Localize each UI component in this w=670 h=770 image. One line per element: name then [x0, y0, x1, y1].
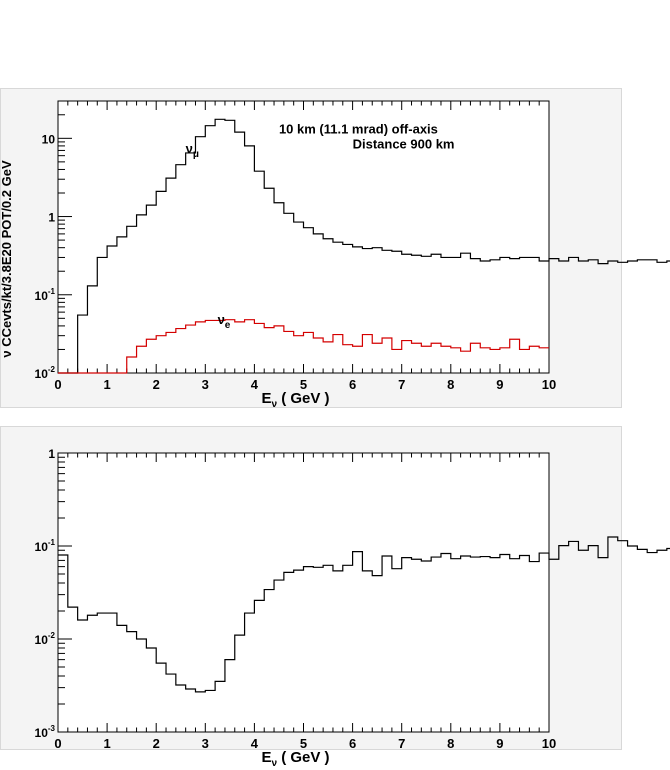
x-tick-label: 5 — [300, 736, 307, 751]
series-label-sub-1: e — [225, 320, 231, 331]
x-axis-title-sub: ν — [271, 758, 277, 769]
x-tick-label: 8 — [447, 377, 454, 392]
x-tick-label: 7 — [398, 377, 405, 392]
y-tick-label: 10-1 — [35, 538, 56, 554]
x-tick-label: 9 — [496, 377, 503, 392]
series-line-0 — [58, 536, 670, 693]
x-tick-label: 4 — [251, 377, 259, 392]
y-tick-label: 1 — [48, 447, 55, 461]
x-axis-title-unit: ( GeV ) — [277, 749, 330, 766]
x-tick-label: 6 — [349, 377, 356, 392]
x-tick-label: 10 — [542, 736, 556, 751]
x-axis-title-sub: ν — [271, 399, 277, 410]
y-tick-exponent: -3 — [48, 724, 56, 733]
x-tick-label: 4 — [251, 736, 259, 751]
x-tick-label: 3 — [202, 377, 209, 392]
y-tick-label: 10 — [42, 132, 56, 146]
plot-frame — [57, 452, 550, 733]
x-tick-label: 2 — [153, 377, 160, 392]
x-tick-label: 0 — [54, 377, 61, 392]
x-tick-label: 7 — [398, 736, 405, 751]
x-tick-label: 2 — [153, 736, 160, 751]
x-tick-label: 6 — [349, 736, 356, 751]
series-line-1 — [58, 319, 549, 374]
y-tick-label: 10-2 — [35, 365, 56, 381]
bottom-chart: 0 1 2 3 4 5 6 7 8 9 10 10-3 10-2 10-1 1 Eν ( GeV ) — [35, 447, 670, 769]
y-tick-label: 10-3 — [35, 724, 56, 740]
series-label-sub-0: μ — [193, 149, 199, 160]
y-tick-label: 10-1 — [35, 287, 56, 303]
x-axis-title: Eν ( GeV ) — [261, 390, 329, 410]
x-axis-title-unit: ( GeV ) — [277, 390, 330, 407]
y-tick-exponent: -2 — [48, 365, 56, 374]
series-line-0 — [58, 118, 670, 374]
x-tick-label: 1 — [103, 736, 110, 751]
y-axis-title: ν CCevts/kt/3.8E20 POT/0.2 GeV — [0, 160, 14, 358]
y-tick-exponent: -1 — [48, 538, 56, 547]
x-tick-label: 9 — [496, 736, 503, 751]
x-tick-label: 3 — [202, 736, 209, 751]
y-tick-exponent: -2 — [48, 631, 56, 640]
x-axis-title: Eν ( GeV ) — [261, 749, 329, 769]
x-tick-label: 1 — [103, 377, 110, 392]
annotation-line-2: Distance 900 km — [353, 137, 455, 152]
x-tick-label: 10 — [542, 377, 556, 392]
y-tick-exponent: -1 — [48, 287, 56, 296]
annotation-line-1: 10 km (11.1 mrad) off-axis — [279, 122, 438, 137]
y-tick-label: 10-2 — [35, 631, 56, 647]
top-chart: 0 1 2 3 4 5 6 7 8 9 10 10-2 10-1 1 10 Eν ( GeV ) ν CCevt… — [0, 100, 670, 410]
x-tick-label: 5 — [300, 377, 307, 392]
x-tick-label: 0 — [54, 736, 61, 751]
y-tick-label: 1 — [48, 211, 55, 225]
x-tick-label: 8 — [447, 736, 454, 751]
